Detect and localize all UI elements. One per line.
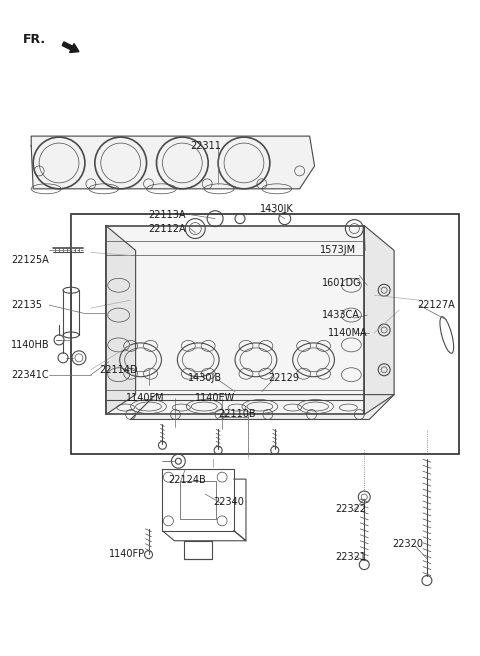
Text: 1433CA: 1433CA (322, 310, 360, 320)
Text: 22112A: 22112A (148, 224, 186, 234)
Text: FR.: FR. (23, 33, 47, 46)
Text: 22340: 22340 (213, 497, 244, 507)
Text: 1573JM: 1573JM (320, 245, 356, 255)
Text: 22127A: 22127A (417, 300, 455, 310)
Text: 1430JK: 1430JK (260, 204, 294, 214)
Text: 22135: 22135 (12, 300, 42, 310)
Text: 1430JB: 1430JB (188, 373, 222, 382)
Text: 1140FM: 1140FM (126, 392, 164, 403)
Text: 1140EW: 1140EW (195, 392, 236, 403)
Text: 22114D: 22114D (99, 365, 137, 375)
Text: 1140FP: 1140FP (109, 548, 145, 559)
Text: 22124B: 22124B (168, 475, 206, 485)
Text: 22113A: 22113A (148, 210, 186, 220)
Text: 22311: 22311 (190, 141, 221, 151)
Text: 1601DG: 1601DG (322, 278, 361, 288)
FancyArrow shape (62, 42, 79, 52)
Text: 22322: 22322 (336, 504, 367, 514)
Text: 22341C: 22341C (12, 370, 49, 380)
Text: 1140HB: 1140HB (12, 340, 50, 350)
Text: 22320: 22320 (392, 539, 423, 549)
Bar (180, 481, 216, 519)
Polygon shape (106, 226, 364, 415)
Bar (184, 541, 212, 559)
Text: 22125A: 22125A (12, 255, 49, 266)
Polygon shape (31, 136, 314, 189)
Polygon shape (131, 395, 394, 419)
Text: 22321: 22321 (336, 552, 366, 562)
Text: 22129: 22129 (268, 373, 299, 382)
Bar (71, 214, 459, 454)
Polygon shape (364, 226, 394, 415)
Text: 22110B: 22110B (218, 409, 256, 419)
Text: 1140MA: 1140MA (327, 328, 367, 338)
Polygon shape (106, 226, 136, 415)
